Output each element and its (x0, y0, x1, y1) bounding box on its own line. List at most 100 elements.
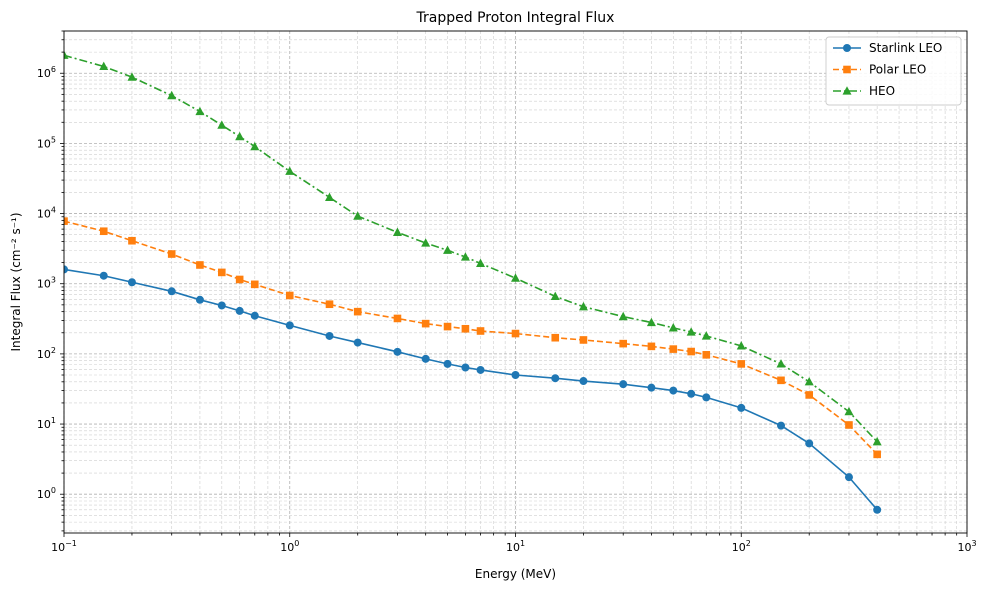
data-point-starlink-leo (217, 301, 226, 310)
data-point-heo (804, 377, 814, 386)
data-point-heo (618, 311, 628, 321)
series-starlink-leo (64, 265, 882, 514)
data-point-heo (235, 131, 245, 141)
data-point-polar-leo (619, 339, 628, 348)
data-point-starlink-leo (579, 377, 588, 386)
data-point-starlink-leo (551, 374, 560, 383)
data-point-heo (668, 323, 678, 332)
data-point-polar-leo (64, 217, 68, 225)
data-point-polar-leo (217, 268, 226, 277)
data-point-heo (550, 291, 560, 300)
data-point-heo (353, 211, 363, 220)
data-point-starlink-leo (127, 278, 136, 287)
data-point-starlink-leo (511, 371, 520, 380)
data-point-heo (325, 192, 335, 201)
data-point-heo (421, 238, 431, 247)
y-tick-label: 105 (37, 135, 56, 150)
data-point-heo (646, 317, 656, 327)
data-point-heo (476, 258, 486, 267)
chart-title: Trapped Proton Integral Flux (416, 10, 615, 26)
y-tick-label: 100 (37, 486, 56, 501)
series-heo (64, 50, 882, 446)
data-point-polar-leo (325, 300, 334, 309)
x-tick-label: 101 (506, 539, 525, 554)
data-point-heo (443, 245, 453, 254)
data-point-starlink-leo (393, 347, 402, 356)
legend-label-heo: HEO (869, 84, 895, 98)
data-point-polar-leo (579, 336, 588, 344)
data-point-polar-leo (99, 227, 108, 236)
data-point-heo (127, 72, 137, 81)
data-point-starlink-leo (235, 306, 244, 315)
data-point-starlink-leo (64, 265, 68, 274)
data-point-polar-leo (873, 450, 881, 459)
legend-marker-polar-leo (843, 65, 851, 74)
data-point-polar-leo (393, 314, 402, 323)
data-point-polar-leo (702, 351, 711, 359)
data-point-polar-leo (551, 333, 560, 342)
y-tick-label: 103 (37, 276, 56, 291)
data-point-starlink-leo (195, 295, 204, 304)
data-point-starlink-leo (325, 331, 334, 340)
data-point-starlink-leo (619, 380, 628, 389)
data-point-polar-leo (845, 421, 853, 429)
axis-ticks: 10−1 100 101 102 103 100 101 102 103 104 105 106 (37, 30, 977, 554)
data-point-heo (250, 141, 260, 151)
legend-marker-heo (842, 86, 852, 95)
data-point-polar-leo (461, 324, 470, 333)
x-tick-label: 103 (957, 539, 976, 554)
data-point-polar-leo (647, 342, 656, 351)
data-point-starlink-leo (777, 421, 786, 430)
data-point-heo (736, 341, 746, 350)
data-point-heo (460, 252, 470, 261)
data-point-heo (776, 359, 786, 368)
data-point-starlink-leo (702, 393, 711, 402)
data-point-heo (578, 301, 588, 311)
data-point-starlink-leo (461, 363, 470, 372)
data-point-heo (872, 436, 882, 446)
data-point-heo (99, 61, 109, 71)
data-point-starlink-leo (873, 505, 882, 514)
data-point-starlink-leo (167, 287, 176, 296)
legend: Starlink LEO Polar LEO HEO (825, 36, 962, 106)
data-point-polar-leo (476, 327, 485, 335)
data-point-heo (701, 331, 711, 340)
data-point-starlink-leo (805, 439, 814, 448)
data-point-starlink-leo (285, 321, 294, 330)
data-point-starlink-leo (737, 403, 746, 412)
data-point-starlink-leo (476, 365, 485, 374)
y-tick-label: 106 (37, 65, 56, 80)
data-point-polar-leo (777, 376, 785, 385)
data-point-starlink-leo (669, 386, 678, 395)
data-point-starlink-leo (844, 473, 853, 482)
series-polar-leo (64, 217, 881, 459)
data-point-heo (392, 227, 402, 236)
y-tick-label: 104 (37, 206, 56, 221)
data-point-starlink-leo (250, 311, 259, 320)
data-point-polar-leo (669, 345, 678, 353)
x-tick-label: 100 (280, 539, 299, 554)
x-tick-label: 102 (732, 539, 751, 554)
legend-box (825, 36, 962, 106)
data-point-polar-leo (235, 275, 244, 284)
legend-label-starlink-leo: Starlink LEO (869, 41, 942, 55)
data-point-polar-leo (167, 250, 176, 258)
y-tick-label: 102 (37, 346, 56, 361)
data-point-starlink-leo (421, 354, 430, 363)
data-point-heo (285, 166, 295, 175)
data-point-starlink-leo (353, 338, 362, 347)
data-point-starlink-leo (99, 271, 108, 280)
data-point-polar-leo (250, 280, 259, 289)
data-point-polar-leo (805, 391, 814, 399)
y-axis-title: Integral Flux (cm⁻² s⁻¹) (9, 212, 23, 351)
x-axis-title: Energy (MeV) (475, 567, 556, 581)
data-point-polar-leo (511, 329, 520, 338)
legend-marker-starlink-leo (843, 44, 851, 52)
data-point-heo (217, 120, 227, 129)
data-point-polar-leo (443, 322, 452, 331)
data-point-polar-leo (687, 347, 695, 356)
x-tick-label: 10−1 (51, 539, 77, 554)
data-point-polar-leo (353, 307, 362, 316)
data-point-heo (844, 406, 854, 416)
